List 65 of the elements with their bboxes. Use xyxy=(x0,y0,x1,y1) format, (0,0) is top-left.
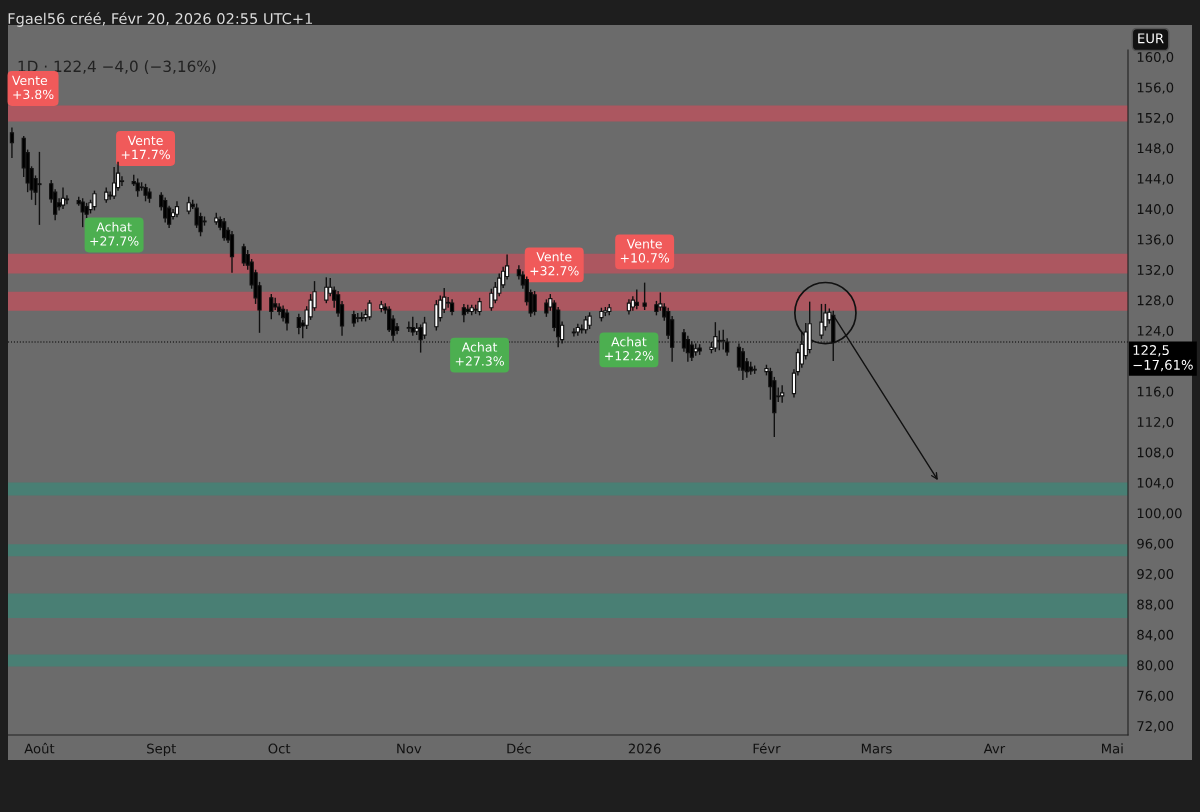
x-tick-label: Avr xyxy=(983,743,1006,754)
annotation: Vente +17.7% xyxy=(121,135,170,160)
annotation: Achat +27.3% xyxy=(455,342,504,366)
y-tick-label: 156,0 xyxy=(1137,82,1174,94)
candlestick xyxy=(780,384,785,404)
y-axis-title: EUR xyxy=(1138,33,1164,44)
y-tick-label: 124,0 xyxy=(1137,325,1174,338)
y-tick-label: 132,0 xyxy=(1137,264,1174,277)
candlestick xyxy=(713,321,718,353)
annotation: Vente +3.8% xyxy=(12,75,54,100)
candlestick xyxy=(461,303,466,323)
y-tick-label: 136,0 xyxy=(1137,234,1174,246)
y-tick-label: 112,0 xyxy=(1137,416,1174,429)
x-tick-label: Nov xyxy=(397,743,422,754)
x-tick-label: Oct xyxy=(268,743,291,754)
x-tick-label: Sept xyxy=(147,743,176,757)
candlestick xyxy=(819,303,824,340)
y-tick-label: 108,0 xyxy=(1137,447,1174,459)
annotation: Achat +27.7% xyxy=(90,221,139,246)
candlestick xyxy=(284,308,290,332)
y-tick-label: 140,0 xyxy=(1137,204,1174,216)
y-tick-label: 152,0 xyxy=(1137,112,1174,125)
y-tick-label: 100,00 xyxy=(1137,508,1182,520)
candlestick xyxy=(296,313,301,336)
y-tick-label: 72,00 xyxy=(1137,721,1174,733)
candlestick xyxy=(571,327,577,338)
candlestick xyxy=(119,175,125,187)
x-tick-label: Août xyxy=(24,742,55,754)
x-tick-label: Mars xyxy=(861,743,892,754)
text: Fgael56 créé, Févr 20, 2026 02:55 UTC+1 xyxy=(8,12,313,27)
candlestick xyxy=(37,151,42,226)
annotation: Achat +12.2% xyxy=(605,336,654,361)
y-tick-label: 88,00 xyxy=(1137,599,1174,611)
candlestick xyxy=(406,320,411,333)
candlestick xyxy=(135,177,140,198)
y-tick-label: 96,00 xyxy=(1137,538,1174,550)
candlestick xyxy=(9,126,15,159)
x-tick-label: Mai xyxy=(1102,743,1123,754)
candlestick xyxy=(64,194,70,206)
candlestick xyxy=(163,196,168,224)
y-tick-label: 104,0 xyxy=(1137,477,1174,490)
candlestick xyxy=(532,290,537,317)
x-tick-label: Déc xyxy=(507,742,531,754)
candlestick xyxy=(229,230,235,274)
x-tick-label: 2026 xyxy=(628,743,661,754)
ref-line-label: 122,5 −17,61% xyxy=(1133,345,1193,372)
y-tick-label: 92,00 xyxy=(1137,569,1174,581)
candlestick xyxy=(367,299,372,321)
y-tick-label: 116,0 xyxy=(1137,386,1174,398)
y-tick-label: 84,00 xyxy=(1137,629,1174,642)
y-tick-label: 80,00 xyxy=(1137,660,1174,672)
y-tick-label: 144,0 xyxy=(1137,173,1174,186)
y-tick-label: 148,0 xyxy=(1137,143,1174,155)
annotation: Vente +32.7% xyxy=(530,252,579,276)
candlestick xyxy=(434,299,439,332)
y-tick-label: 160,0 xyxy=(1137,52,1174,64)
candlestick xyxy=(324,276,329,304)
annotation: Vente +10.7% xyxy=(620,239,670,263)
candlestick xyxy=(111,166,117,200)
candlestick xyxy=(92,189,97,212)
y-tick-label: 128,0 xyxy=(1137,295,1174,307)
y-tick-label: 76,00 xyxy=(1137,690,1174,703)
candlestick xyxy=(642,281,647,311)
x-tick-label: Févr xyxy=(753,742,781,754)
candlestick xyxy=(740,347,746,381)
